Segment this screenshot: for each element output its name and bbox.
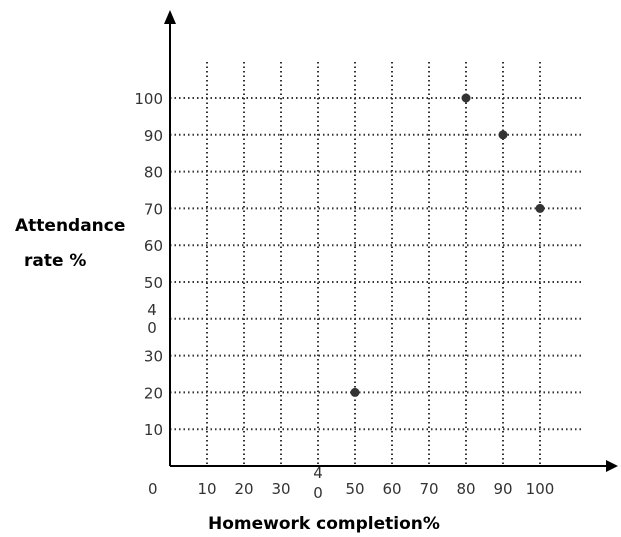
y-tick-label: 90 — [144, 127, 163, 145]
x-tick-label: 30 — [271, 480, 290, 498]
x-tick-label: 70 — [419, 480, 438, 498]
y-tick-label: 10 — [144, 421, 163, 439]
data-points — [350, 93, 545, 397]
origin-label: 0 — [148, 480, 158, 498]
data-point — [498, 130, 508, 140]
x-tick-label: 0 — [313, 484, 323, 502]
y-tick-label: 30 — [144, 348, 163, 366]
x-axis-arrow — [606, 460, 618, 472]
data-point — [535, 203, 545, 213]
y-axis-arrow — [164, 10, 176, 24]
x-axis-title: Homework completion% — [208, 514, 440, 534]
data-point — [461, 93, 471, 103]
x-tick-label: 50 — [345, 480, 364, 498]
data-point — [350, 387, 360, 397]
grid — [170, 62, 582, 466]
x-tick-label: 20 — [234, 480, 253, 498]
y-tick-label: 70 — [144, 200, 163, 218]
y-axis-title-line-1: Attendance — [15, 216, 125, 236]
x-tick-label: 4 — [313, 464, 323, 482]
x-tick-label: 10 — [197, 480, 216, 498]
y-tick-label: 60 — [144, 237, 163, 255]
y-tick-label: 80 — [144, 164, 163, 182]
x-tick-label: 90 — [493, 480, 512, 498]
y-tick-label: 0 — [147, 319, 157, 337]
x-tick-label: 60 — [382, 480, 401, 498]
axes — [164, 10, 618, 472]
y-tick-label: 4 — [147, 301, 157, 319]
x-tick-label: 100 — [526, 480, 555, 498]
y-tick-label: 20 — [144, 384, 163, 402]
y-tick-label: 100 — [134, 90, 163, 108]
y-tick-label: 50 — [144, 274, 163, 292]
x-tick-label: 80 — [456, 480, 475, 498]
y-axis-title-line-2: rate % — [24, 251, 86, 271]
